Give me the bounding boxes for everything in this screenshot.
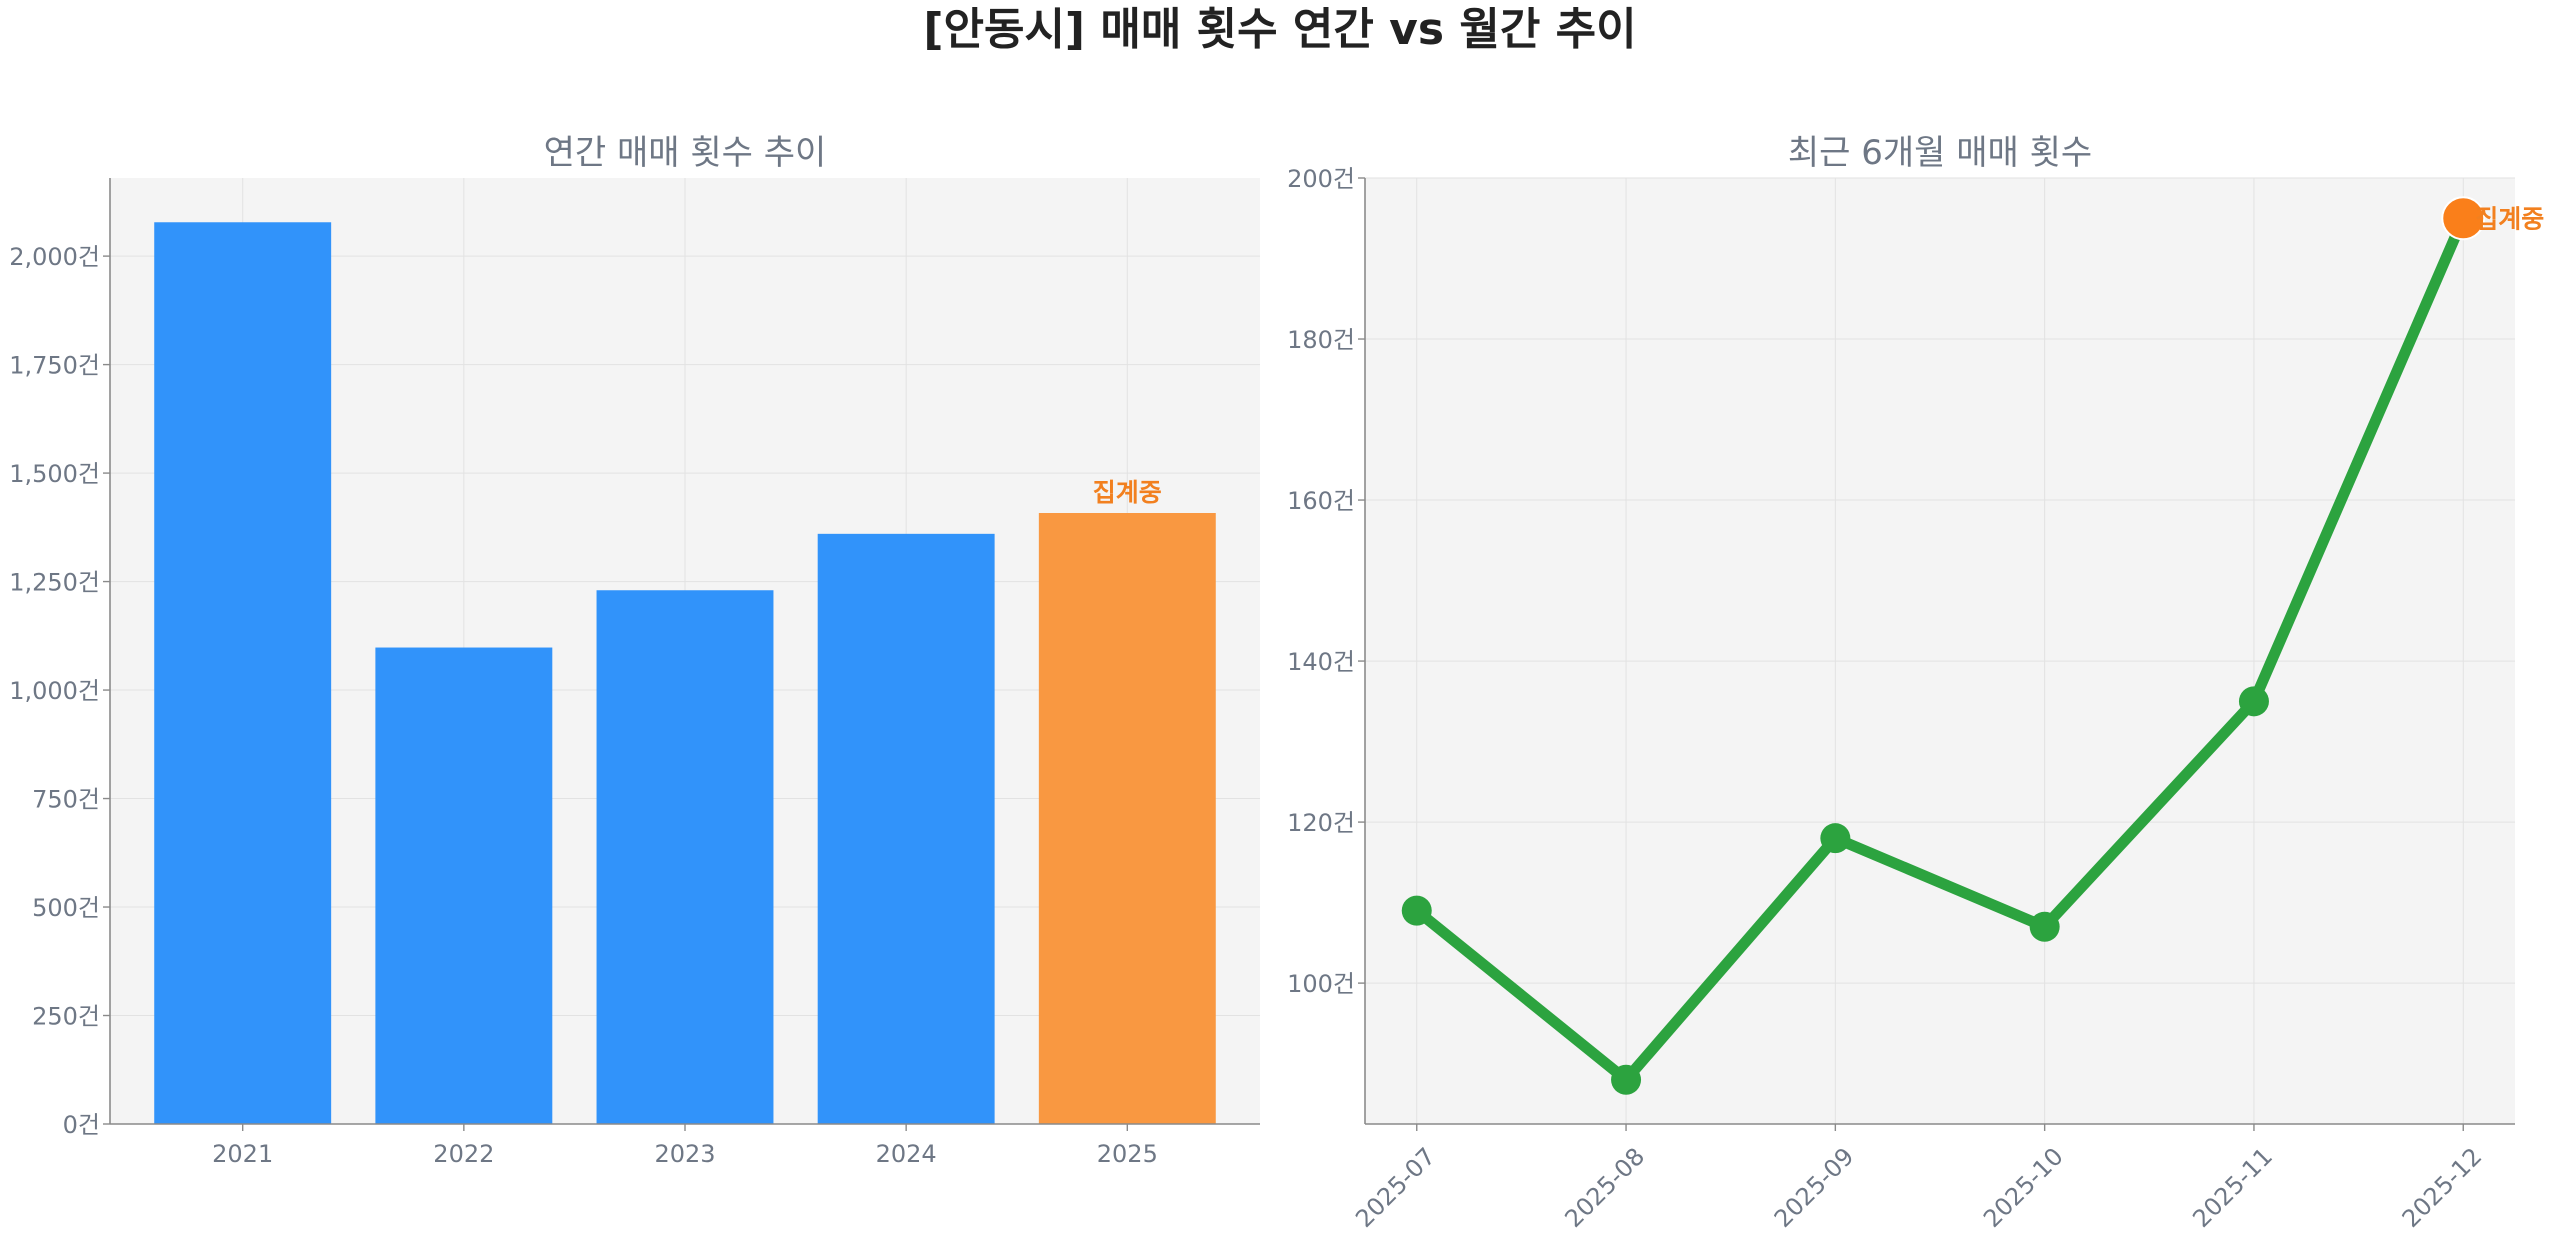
chart1-title: 연간 매매 횟수 추이 [544, 133, 827, 173]
chart1-ytick-label: 0건 [63, 1111, 100, 1139]
chart2-ytick-label: 200건 [1287, 165, 1355, 193]
chart2-point-2025-11 [2238, 686, 2269, 717]
chart1-xtick-label: 2023 [654, 1140, 715, 1168]
chart1-annotation: 집계중 [1093, 478, 1162, 507]
chart2-point-2025-10 [2029, 911, 2060, 942]
chart1-ytick-label: 500건 [32, 894, 100, 922]
chart1-xtick-label: 2025 [1097, 1140, 1158, 1168]
chart1-ytick-label: 1,000건 [9, 677, 100, 705]
chart1-bar-2025 [1038, 513, 1216, 1124]
chart2-ytick-label: 160건 [1287, 487, 1355, 515]
chart2-point-2025-08 [1611, 1064, 1642, 1095]
chart1-ytick-label: 1,250건 [9, 569, 100, 597]
chart1-bar-2021 [154, 222, 332, 1124]
chart2-ytick-label: 120건 [1287, 809, 1355, 837]
chart1-bar-2022 [375, 647, 553, 1124]
chart1-bar-2024 [817, 533, 995, 1124]
chart2-xtick-label: 2025-10 [1978, 1142, 2069, 1233]
chart2-xtick-label: 2025-08 [1559, 1142, 1650, 1233]
chart1-xtick-label: 2022 [433, 1140, 494, 1168]
chart1-ytick-label: 1,500건 [9, 460, 100, 488]
chart1-bar-2023 [596, 590, 774, 1124]
chart2-ytick-label: 140건 [1287, 648, 1355, 676]
chart1-xtick-label: 2024 [876, 1140, 937, 1168]
chart2-xtick-label: 2025-12 [2397, 1142, 2488, 1233]
chart2-xtick-label: 2025-09 [1769, 1142, 1860, 1233]
chart2-ytick-label: 100건 [1287, 970, 1355, 998]
chart2-title: 최근 6개월 매매 횟수 [1788, 133, 2092, 173]
chart2-highlight-label: 집계중 [2475, 204, 2544, 233]
chart2-plot-area [1365, 178, 2515, 1124]
chart2-point-2025-07 [1401, 895, 1432, 926]
chart2-point-2025-09 [1820, 823, 1851, 854]
chart1-xtick-label: 2021 [212, 1140, 273, 1168]
chart2-xtick-label: 2025-11 [2187, 1142, 2278, 1233]
chart1-ytick-label: 2,000건 [9, 243, 100, 271]
chart2-xtick-label: 2025-07 [1350, 1142, 1441, 1233]
chart2-highlight-point [2441, 196, 2486, 241]
chart1-ytick-label: 250건 [32, 1003, 100, 1031]
chart1-ytick-label: 750건 [32, 786, 100, 814]
chart1-ytick-label: 1,750건 [9, 352, 100, 380]
figure-title: [안동시] 매매 횟수 연간 vs 월간 추이 [923, 4, 1636, 55]
chart2-ytick-label: 180건 [1287, 326, 1355, 354]
chart2-series-line [1411, 212, 2469, 1086]
